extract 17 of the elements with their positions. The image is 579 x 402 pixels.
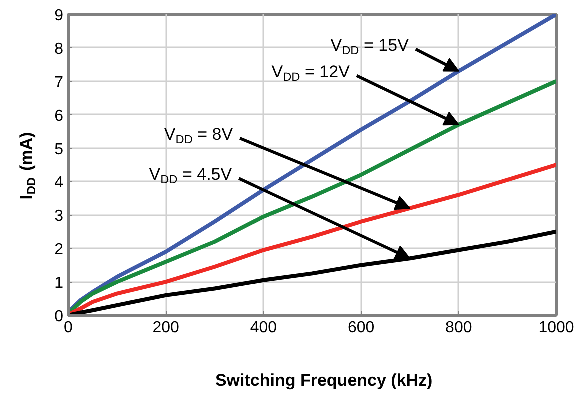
- y-tick-label: 2: [54, 242, 64, 259]
- y-tick-label: 5: [54, 141, 64, 158]
- y-tick-label: 7: [54, 74, 64, 92]
- x-tick-label: 400: [250, 320, 278, 336]
- x-tick-label: 600: [348, 320, 375, 336]
- x-tick-label: 800: [446, 320, 472, 336]
- y-tick-label: 8: [54, 40, 64, 58]
- y-tick-label: 4: [54, 174, 64, 192]
- y-tick-label: 9: [54, 8, 64, 24]
- y-tick-label: 0: [54, 308, 64, 326]
- y-tick-label: 3: [54, 208, 64, 226]
- x-tick-label: 200: [152, 320, 180, 336]
- y-tick-label: 1: [54, 275, 64, 292]
- x-tick-label: 1000: [538, 320, 574, 336]
- y-axis-title: IDD (mA): [17, 132, 39, 200]
- x-axis-title: Switching Frequency (kHz): [215, 371, 433, 390]
- y-tick-label: 6: [54, 108, 64, 125]
